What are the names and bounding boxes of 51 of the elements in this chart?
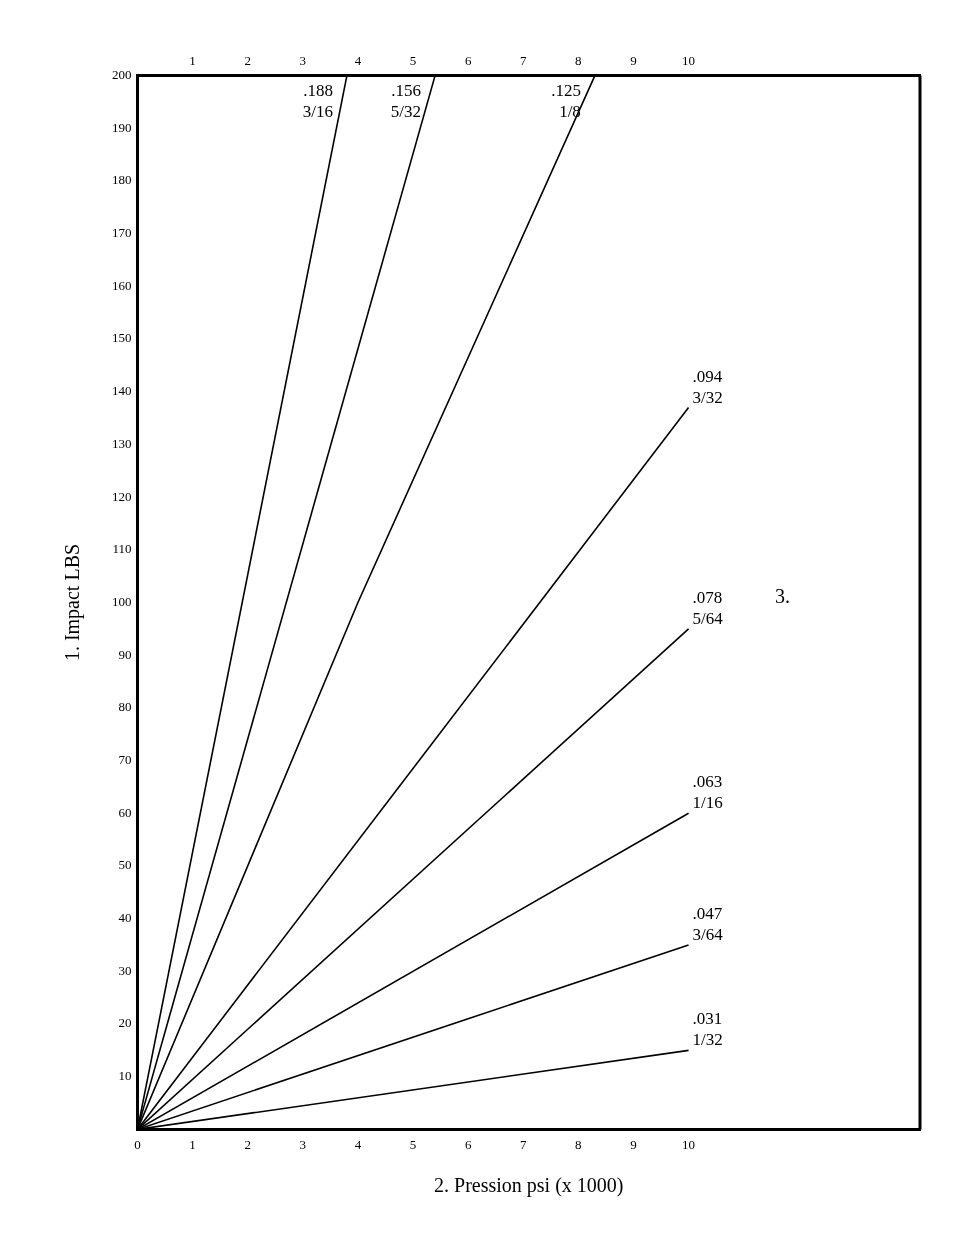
series-label: .188 3/16 [302, 80, 333, 121]
x-tick-label: 3 [299, 1136, 307, 1152]
x-axis-title: 2. Pression psi (x 1000) [434, 1174, 624, 1198]
y-tick-label: 110 [112, 541, 132, 557]
y-tick-label: 10 [118, 1068, 132, 1084]
y-tick-label: 180 [112, 172, 132, 188]
y-tick-label: 70 [118, 751, 132, 767]
x2-tick-label: 6 [464, 53, 472, 69]
x2-tick-label: 10 [682, 53, 696, 69]
x-tick-label: 1 [189, 1136, 196, 1152]
x2-tick-label: 3 [299, 53, 307, 69]
x2-tick-label: 1 [189, 53, 196, 69]
y-tick-label: 200 [112, 67, 132, 83]
y-tick-label: 130 [112, 435, 132, 451]
x2-tick-label: 5 [409, 53, 417, 69]
series-label: .094 3/32 [692, 366, 723, 407]
y-tick-label: 120 [112, 488, 132, 504]
x-tick-label: 7 [519, 1136, 527, 1152]
x-tick-label: 4 [354, 1136, 362, 1152]
y-tick-label: 160 [112, 277, 132, 293]
y-tick-label: 170 [112, 225, 132, 241]
series-label: .047 3/64 [692, 903, 724, 944]
y-tick-label: 50 [118, 857, 132, 873]
y-tick-label: 140 [112, 383, 132, 399]
x-tick-label: 8 [575, 1136, 582, 1152]
x2-tick-label: 2 [244, 53, 251, 69]
x-tick-label: 0 [134, 1136, 141, 1152]
y-tick-label: 190 [112, 119, 132, 135]
x-tick-label: 2 [244, 1136, 251, 1152]
y-tick-label: 150 [112, 330, 132, 346]
series-label: .156 5/32 [390, 80, 422, 121]
y-tick-label: 30 [118, 962, 132, 978]
x2-tick-label: 9 [630, 53, 637, 69]
x-tick-label: 10 [682, 1136, 696, 1152]
y-tick-label: 40 [118, 910, 132, 926]
y-tick-label: 100 [112, 593, 132, 609]
y-tick-label: 20 [118, 1015, 132, 1031]
x-tick-label: 5 [409, 1136, 417, 1152]
y-tick-label: 90 [118, 646, 132, 662]
x2-tick-label: 4 [354, 53, 362, 69]
series-label: .063 1/16 [692, 772, 723, 813]
annotation: 3. [775, 584, 790, 607]
x2-tick-label: 7 [519, 53, 527, 69]
y-tick-label: 60 [118, 804, 132, 820]
x-tick-label: 6 [464, 1136, 472, 1152]
x2-tick-label: 8 [575, 53, 582, 69]
series-label: .031 1/32 [692, 1009, 723, 1050]
x-tick-label: 9 [630, 1136, 637, 1152]
series-label: .078 5/64 [692, 587, 724, 628]
y-tick-label: 80 [118, 699, 132, 715]
y-axis-title: 1. Impact LBS [61, 543, 85, 662]
